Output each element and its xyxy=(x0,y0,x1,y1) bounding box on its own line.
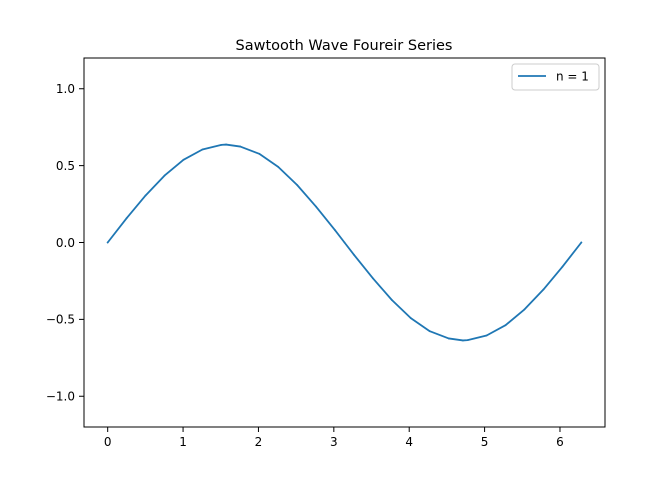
data-point xyxy=(106,241,109,244)
y-tick-label: 0.5 xyxy=(56,159,75,173)
y-tick-label: 0.0 xyxy=(56,236,75,250)
data-point xyxy=(462,339,464,342)
chart-title: Sawtooth Wave Foureir Series xyxy=(236,38,453,54)
data-point xyxy=(447,337,450,340)
data-point xyxy=(390,299,393,301)
data-point xyxy=(523,308,526,311)
legend: n = 1 xyxy=(511,63,600,91)
x-tick-label: 0 xyxy=(104,435,112,449)
data-point xyxy=(201,148,204,151)
x-axis-ticks: 0 1 2 3 4 5 6 xyxy=(104,427,564,449)
x-tick-label: 5 xyxy=(481,435,489,449)
data-point xyxy=(542,288,545,291)
data-point xyxy=(220,143,223,146)
data-point xyxy=(334,229,336,232)
data-point xyxy=(504,324,507,327)
data-point xyxy=(225,143,227,146)
y-tick-label: 1.0 xyxy=(56,82,75,96)
data-point xyxy=(277,165,280,168)
data-point xyxy=(466,339,469,342)
data-point xyxy=(409,317,412,320)
data-point xyxy=(296,184,299,186)
data-point xyxy=(258,152,261,155)
series-layer xyxy=(106,143,583,342)
legend-box xyxy=(511,63,600,91)
x-tick-label: 2 xyxy=(255,435,263,449)
legend-label: n = 1 xyxy=(556,70,589,84)
data-point xyxy=(343,241,346,244)
data-point xyxy=(372,277,374,280)
data-point xyxy=(580,241,583,244)
data-point xyxy=(315,205,317,208)
data-point xyxy=(485,334,488,337)
y-axis-ticks: −1.0 −0.5 0.0 0.5 1.0 xyxy=(46,82,84,404)
y-tick-label: −0.5 xyxy=(46,313,75,327)
data-point xyxy=(239,145,242,148)
x-tick-label: 4 xyxy=(405,435,413,449)
data-point xyxy=(353,253,355,256)
x-tick-label: 1 xyxy=(179,435,187,449)
data-point xyxy=(428,330,431,333)
data-point xyxy=(144,194,147,197)
x-tick-label: 3 xyxy=(330,435,338,449)
data-point xyxy=(561,265,564,268)
data-point xyxy=(163,174,166,177)
x-tick-label: 6 xyxy=(556,435,564,449)
data-point xyxy=(125,217,128,220)
data-point xyxy=(182,158,185,161)
y-tick-label: −1.0 xyxy=(46,390,75,404)
